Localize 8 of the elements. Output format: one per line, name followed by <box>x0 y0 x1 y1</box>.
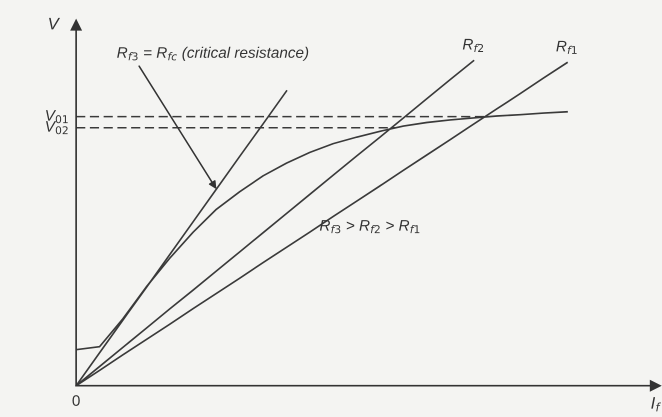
series-label: R$_{f2}$ <box>462 38 484 52</box>
annotation: R$_{f3}$ > R$_{f2}$ > R$_{f1}$ <box>320 220 420 234</box>
text: 0 <box>72 395 80 406</box>
annotation: R$_{f3}$ = R$_{fc}$ (critical resistance) <box>117 46 308 61</box>
series-label: R$_{f1}$ <box>556 40 577 54</box>
x-axis-title: I$_{f}$ <box>651 397 661 412</box>
y-axis-title: V <box>49 18 60 30</box>
ref-line-label: V$_{01}$ <box>46 110 68 124</box>
